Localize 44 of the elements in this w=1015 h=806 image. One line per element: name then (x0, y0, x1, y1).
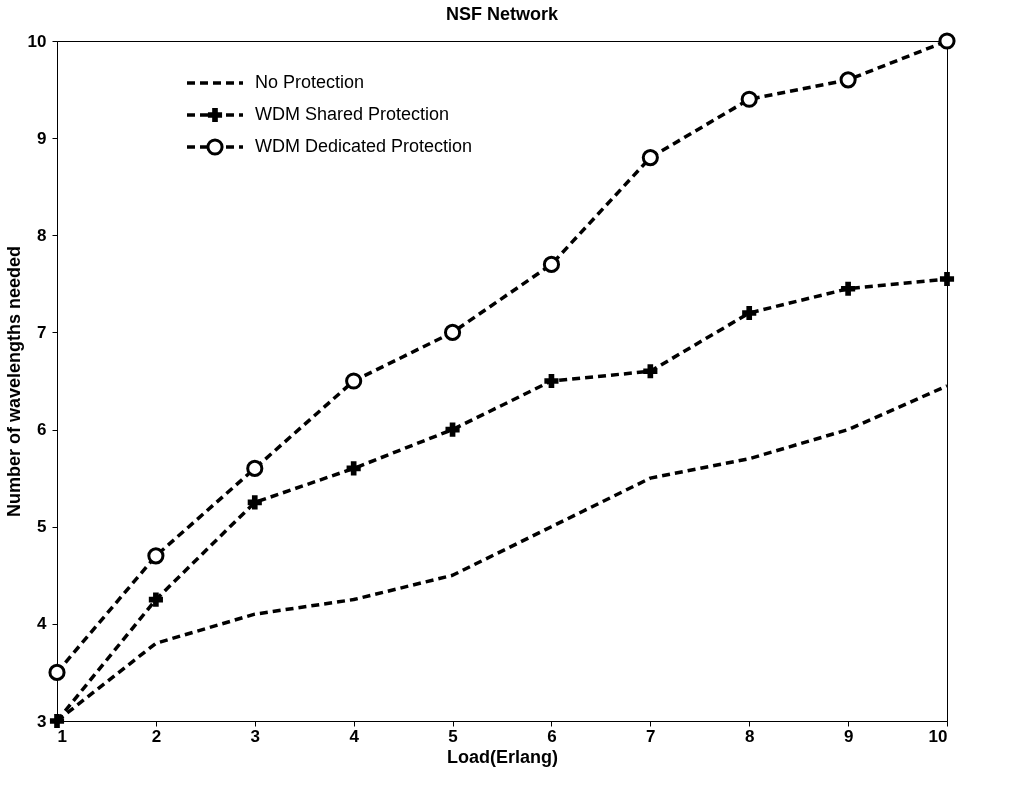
point (345, 372, 363, 390)
point (445, 422, 460, 437)
x-tick-label: 7 (646, 726, 656, 746)
y-tick-label: 9 (37, 128, 47, 148)
x-tick-label: 2 (151, 726, 162, 746)
point (49, 713, 65, 729)
y-tick-label: 4 (37, 614, 48, 634)
y-tick-label: 6 (37, 420, 47, 440)
point (641, 149, 659, 167)
x-axis-title: Load(Erlang) (447, 746, 558, 767)
y-tick-label: 3 (37, 711, 47, 731)
x-tick-label: 3 (250, 726, 261, 746)
point (148, 592, 163, 607)
y-tick-label: 10 (27, 31, 47, 51)
point (48, 663, 66, 681)
legend-label: No Protection (255, 72, 365, 92)
x-tick-label: 6 (547, 726, 557, 746)
point (346, 461, 361, 476)
y-tick-label: 5 (37, 517, 47, 537)
y-tick-label: 7 (37, 322, 47, 342)
point (246, 459, 264, 477)
x-tick-label: 4 (349, 726, 360, 746)
point (247, 495, 262, 510)
point (740, 90, 758, 108)
x-tick-label: 1 (57, 726, 67, 746)
x-tick-label: 5 (448, 726, 458, 746)
point (742, 305, 757, 321)
point (643, 364, 658, 379)
point (542, 255, 561, 273)
point (544, 373, 559, 389)
y-tick-label: 8 (37, 225, 47, 245)
point (147, 547, 165, 565)
y-axis-title: Number of wavelengths needed (3, 245, 24, 518)
point (939, 271, 955, 287)
x-tick-label: 8 (744, 726, 755, 746)
x-tick-label: 9 (843, 726, 854, 746)
legend-label: WDM Dedicated Protection (255, 136, 473, 156)
x-tick-label: 10 (928, 726, 948, 746)
legend-label: WDM Shared Protection (255, 104, 450, 124)
point (443, 323, 462, 341)
point (839, 71, 857, 89)
point (841, 281, 856, 296)
chart-title: NSF Network (445, 3, 559, 24)
point (938, 32, 956, 50)
